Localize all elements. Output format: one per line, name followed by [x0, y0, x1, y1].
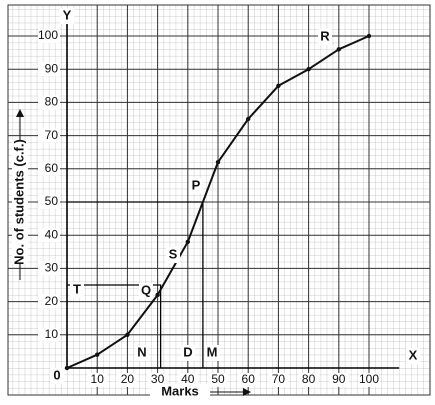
tick-bg	[38, 29, 60, 43]
tick-bg	[406, 348, 420, 364]
tick-bg	[189, 178, 203, 194]
y-tick-label: 60	[45, 161, 59, 175]
x-tick-label: 70	[272, 372, 286, 386]
tick-bg	[135, 345, 149, 361]
tick-bg	[166, 247, 180, 263]
tick-bg	[238, 373, 259, 387]
tick-bg	[359, 373, 379, 387]
axis-letter: X	[409, 347, 418, 362]
y-tick-label: 20	[45, 294, 59, 308]
tick-bg	[38, 228, 60, 243]
tick-bg	[50, 368, 64, 384]
x-tick-label: 20	[121, 372, 135, 386]
y-tick-label: 50	[45, 194, 59, 208]
tick-bg	[139, 283, 153, 299]
guide-line	[67, 284, 162, 368]
point	[336, 47, 341, 52]
tick-bg	[38, 62, 60, 77]
point	[215, 159, 221, 165]
y-tick-label: 10	[45, 327, 59, 341]
point	[155, 292, 160, 298]
point-letter: Q	[141, 282, 151, 297]
y-tick-label: 40	[45, 227, 59, 241]
label-bg	[12, 140, 28, 264]
point	[185, 239, 190, 245]
x-tick-label: 60	[242, 372, 256, 386]
point	[125, 332, 130, 337]
y-tick-label: 70	[45, 128, 59, 142]
tick-bg	[177, 373, 198, 387]
x-tick-label: 50	[211, 372, 225, 386]
tick-bg	[117, 373, 138, 387]
tick-bg	[205, 345, 219, 361]
point-letter: N	[137, 344, 146, 359]
x-tick-label: 100	[359, 372, 379, 386]
tick-bg	[38, 294, 60, 309]
point-letter: P	[192, 177, 201, 192]
graph-paper	[7, 4, 431, 396]
x-tick-label: 80	[302, 372, 316, 386]
y-tick-label: 100	[38, 28, 58, 42]
point	[306, 67, 311, 72]
tick-bg	[208, 373, 228, 387]
label-bg	[150, 384, 210, 400]
tick-bg	[38, 128, 60, 143]
tick-bg	[70, 282, 84, 298]
y-tick-label: 90	[45, 61, 59, 75]
tick-bg	[318, 29, 332, 45]
tick-bg	[38, 161, 60, 176]
tick-bg	[38, 261, 60, 276]
tick-bg	[147, 373, 168, 387]
point	[246, 116, 251, 122]
point	[95, 352, 100, 357]
tick-bg	[298, 373, 319, 387]
y-axis-label: No. of students (c.f.)	[11, 139, 26, 265]
axis-letter: 0	[53, 367, 60, 382]
point	[366, 33, 372, 39]
tick-bg	[87, 373, 108, 387]
x-axis-label: Marks	[161, 383, 199, 398]
x-tick-label: 10	[91, 372, 105, 386]
tick-bg	[38, 195, 60, 209]
point-letter: R	[320, 28, 330, 43]
point	[276, 83, 281, 89]
point-letter: D	[183, 344, 192, 359]
tick-bg	[328, 373, 349, 387]
tick-bg	[38, 327, 60, 342]
x-tick-label: 30	[151, 372, 165, 386]
y-tick-label: 80	[45, 95, 59, 109]
x-tick-label: 90	[332, 372, 346, 386]
point-letter: T	[73, 281, 81, 296]
tick-bg	[181, 345, 195, 361]
point-letter: M	[207, 344, 218, 359]
y-tick-label: 30	[45, 261, 59, 275]
point-letter: S	[169, 246, 178, 261]
tick-bg	[268, 373, 289, 387]
tick-bg	[60, 8, 74, 24]
tick-bg	[38, 95, 60, 110]
axis-letter: Y	[63, 7, 72, 22]
point	[64, 365, 70, 371]
x-tick-label: 40	[181, 372, 195, 386]
